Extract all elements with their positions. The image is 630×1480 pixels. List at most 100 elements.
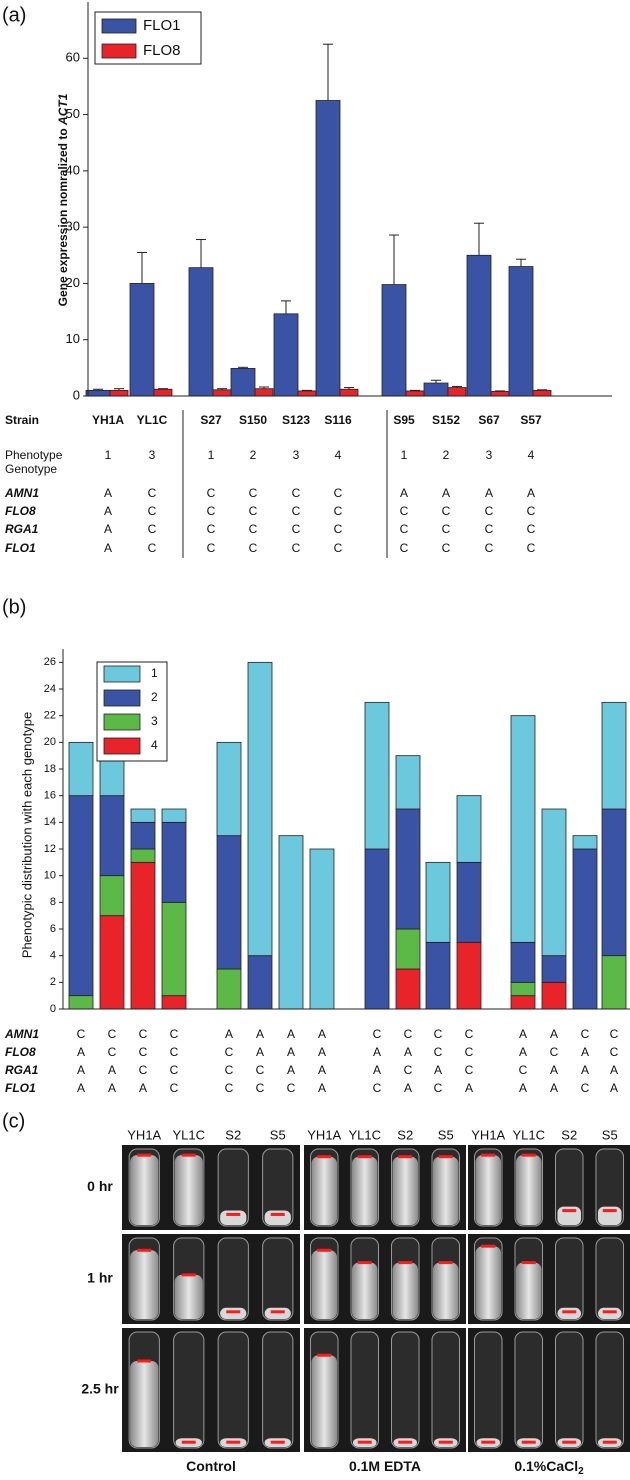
legend-swatch [103, 737, 141, 755]
bar-segment [601, 955, 627, 1010]
tube [431, 1331, 461, 1449]
y-tick-label: 14 [44, 816, 56, 828]
phenotype: 1 [105, 448, 112, 462]
bar-segment [395, 928, 421, 970]
genotype: A [318, 1063, 326, 1077]
bar-segment [99, 915, 125, 1010]
tube [595, 1331, 625, 1449]
genotype: A [287, 1063, 295, 1077]
y-label-italic: ACT1 [56, 93, 70, 126]
genotype: A [77, 1063, 85, 1077]
bar-segment [395, 968, 421, 1010]
genotype: C [400, 522, 409, 536]
bar-segment [510, 995, 536, 1010]
bar [85, 389, 111, 397]
bar-segment [541, 808, 567, 957]
genotype: A [104, 541, 112, 555]
genotype: C [527, 541, 536, 555]
phenotype: 3 [293, 448, 300, 462]
legend-label: 1 [151, 666, 158, 680]
bar-segment [425, 941, 451, 1010]
genotype: C [148, 504, 157, 518]
genotype: A [256, 1045, 264, 1059]
y-tick-label: 12 [44, 843, 56, 855]
bar [230, 368, 256, 397]
bar [381, 284, 407, 397]
suspension [432, 1156, 459, 1225]
genotype: C [334, 504, 343, 518]
genotype: C [434, 1081, 443, 1095]
condition-label: Control [186, 1458, 236, 1474]
genotype: C [170, 1045, 179, 1059]
genotype: C [249, 541, 258, 555]
genotype: C [485, 504, 494, 518]
strain-label: YL1C [512, 1127, 545, 1142]
condition-subscript: 2 [578, 1466, 584, 1477]
suspension [311, 1250, 338, 1319]
genotype: C [139, 1063, 148, 1077]
strain-label: S5 [438, 1127, 454, 1142]
legend-swatch [103, 689, 141, 707]
genotype: A [287, 1027, 295, 1041]
suspension [311, 1355, 338, 1447]
genotype: C [465, 1027, 474, 1041]
genotype: A [400, 486, 408, 500]
legend-swatch [103, 713, 141, 731]
sediment [264, 1210, 291, 1225]
genotype: A [527, 486, 535, 500]
genotype: A [287, 1045, 295, 1059]
y-tick-label: 50 [66, 106, 80, 121]
sediment [597, 1307, 622, 1319]
genotype: A [104, 522, 112, 536]
strain-label: YL1C [172, 1127, 205, 1142]
bar [405, 390, 425, 397]
phenotype: 4 [528, 448, 535, 462]
genotype: C [581, 1027, 590, 1041]
y-tick-label: 18 [44, 763, 56, 775]
tube [595, 1237, 625, 1321]
genotype: A [610, 1081, 618, 1095]
genotype: C [610, 1045, 619, 1059]
genotype: C [485, 522, 494, 536]
genotype: C [256, 1063, 265, 1077]
strain-label: S5 [602, 1127, 618, 1142]
genotype: C [292, 522, 301, 536]
genotype: C [334, 486, 343, 500]
suspension [351, 1262, 378, 1319]
bar-segment [161, 901, 187, 997]
bar [466, 254, 492, 397]
bar-segment [510, 715, 536, 943]
tube [350, 1331, 380, 1449]
genotype: A [434, 1063, 442, 1077]
genotype: C [170, 1027, 179, 1041]
y-tick-label: 6 [50, 923, 56, 935]
genotype: C [581, 1081, 590, 1095]
genotype: C [334, 522, 343, 536]
genotype: C [170, 1081, 179, 1095]
genotype: C [249, 486, 258, 500]
genotype: C [148, 486, 157, 500]
genotype: A [373, 1063, 381, 1077]
genotype: A [318, 1027, 326, 1041]
bar-segment [572, 848, 598, 1010]
bar-segment [161, 808, 187, 823]
bar-segment [247, 661, 273, 957]
bar [109, 389, 129, 397]
suspension [351, 1156, 378, 1225]
genotype: C [207, 504, 216, 518]
bar [490, 391, 510, 397]
genotype: A [104, 486, 112, 500]
genotype: C [400, 541, 409, 555]
genotype: C [170, 1063, 179, 1077]
gene-label: RGA1 [5, 522, 39, 536]
sediment [264, 1307, 291, 1319]
genotype: A [225, 1027, 233, 1041]
bar-segment [309, 848, 335, 1010]
bar [273, 313, 299, 397]
genotype: A [550, 1063, 558, 1077]
genotype: A [550, 1081, 558, 1095]
condition-text: 0.1M EDTA [349, 1458, 421, 1474]
bar [188, 267, 214, 397]
bar-segment [130, 808, 156, 823]
